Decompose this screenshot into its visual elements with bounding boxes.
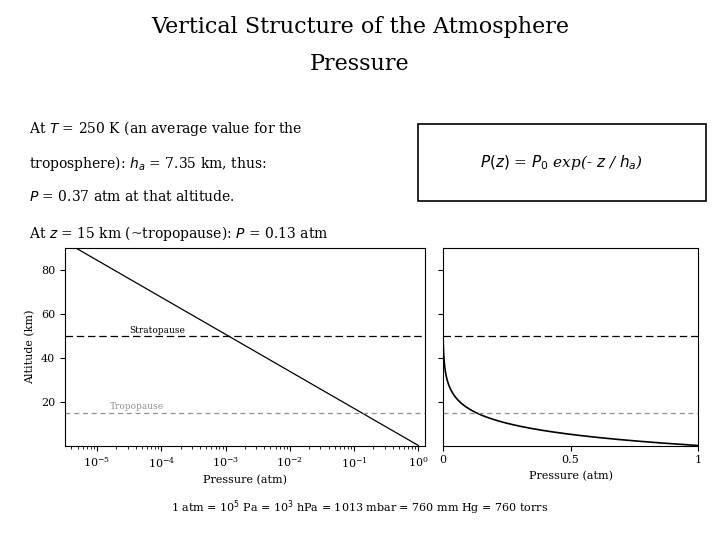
Text: Stratopause: Stratopause: [129, 326, 185, 335]
Y-axis label: Altitude (km): Altitude (km): [25, 310, 35, 384]
Text: troposphere): $h_a$ = 7.35 km, thus:: troposphere): $h_a$ = 7.35 km, thus:: [29, 154, 266, 173]
X-axis label: Pressure (atm): Pressure (atm): [203, 475, 287, 485]
FancyBboxPatch shape: [418, 124, 706, 201]
Text: Vertical Structure of the Atmosphere: Vertical Structure of the Atmosphere: [151, 16, 569, 38]
Text: Tropopause: Tropopause: [110, 402, 164, 411]
X-axis label: Pressure (atm): Pressure (atm): [528, 471, 613, 481]
Text: At $T$ = 250 K (an average value for the: At $T$ = 250 K (an average value for the: [29, 119, 302, 138]
Text: 1 atm = 10$^5$ Pa = 10$^3$ hPa = 1013 mbar = 760 mm Hg = 760 torrs: 1 atm = 10$^5$ Pa = 10$^3$ hPa = 1013 mb…: [171, 498, 549, 517]
Text: Pressure: Pressure: [310, 53, 410, 76]
Text: At $z$ = 15 km (~tropopause): $P$ = 0.13 atm: At $z$ = 15 km (~tropopause): $P$ = 0.13…: [29, 224, 328, 243]
Text: $P(z)$ = $P_0$ exp(- $z$ / $h_a$): $P(z)$ = $P_0$ exp(- $z$ / $h_a$): [480, 153, 643, 172]
Text: $P$ = 0.37 atm at that altitude.: $P$ = 0.37 atm at that altitude.: [29, 189, 235, 204]
